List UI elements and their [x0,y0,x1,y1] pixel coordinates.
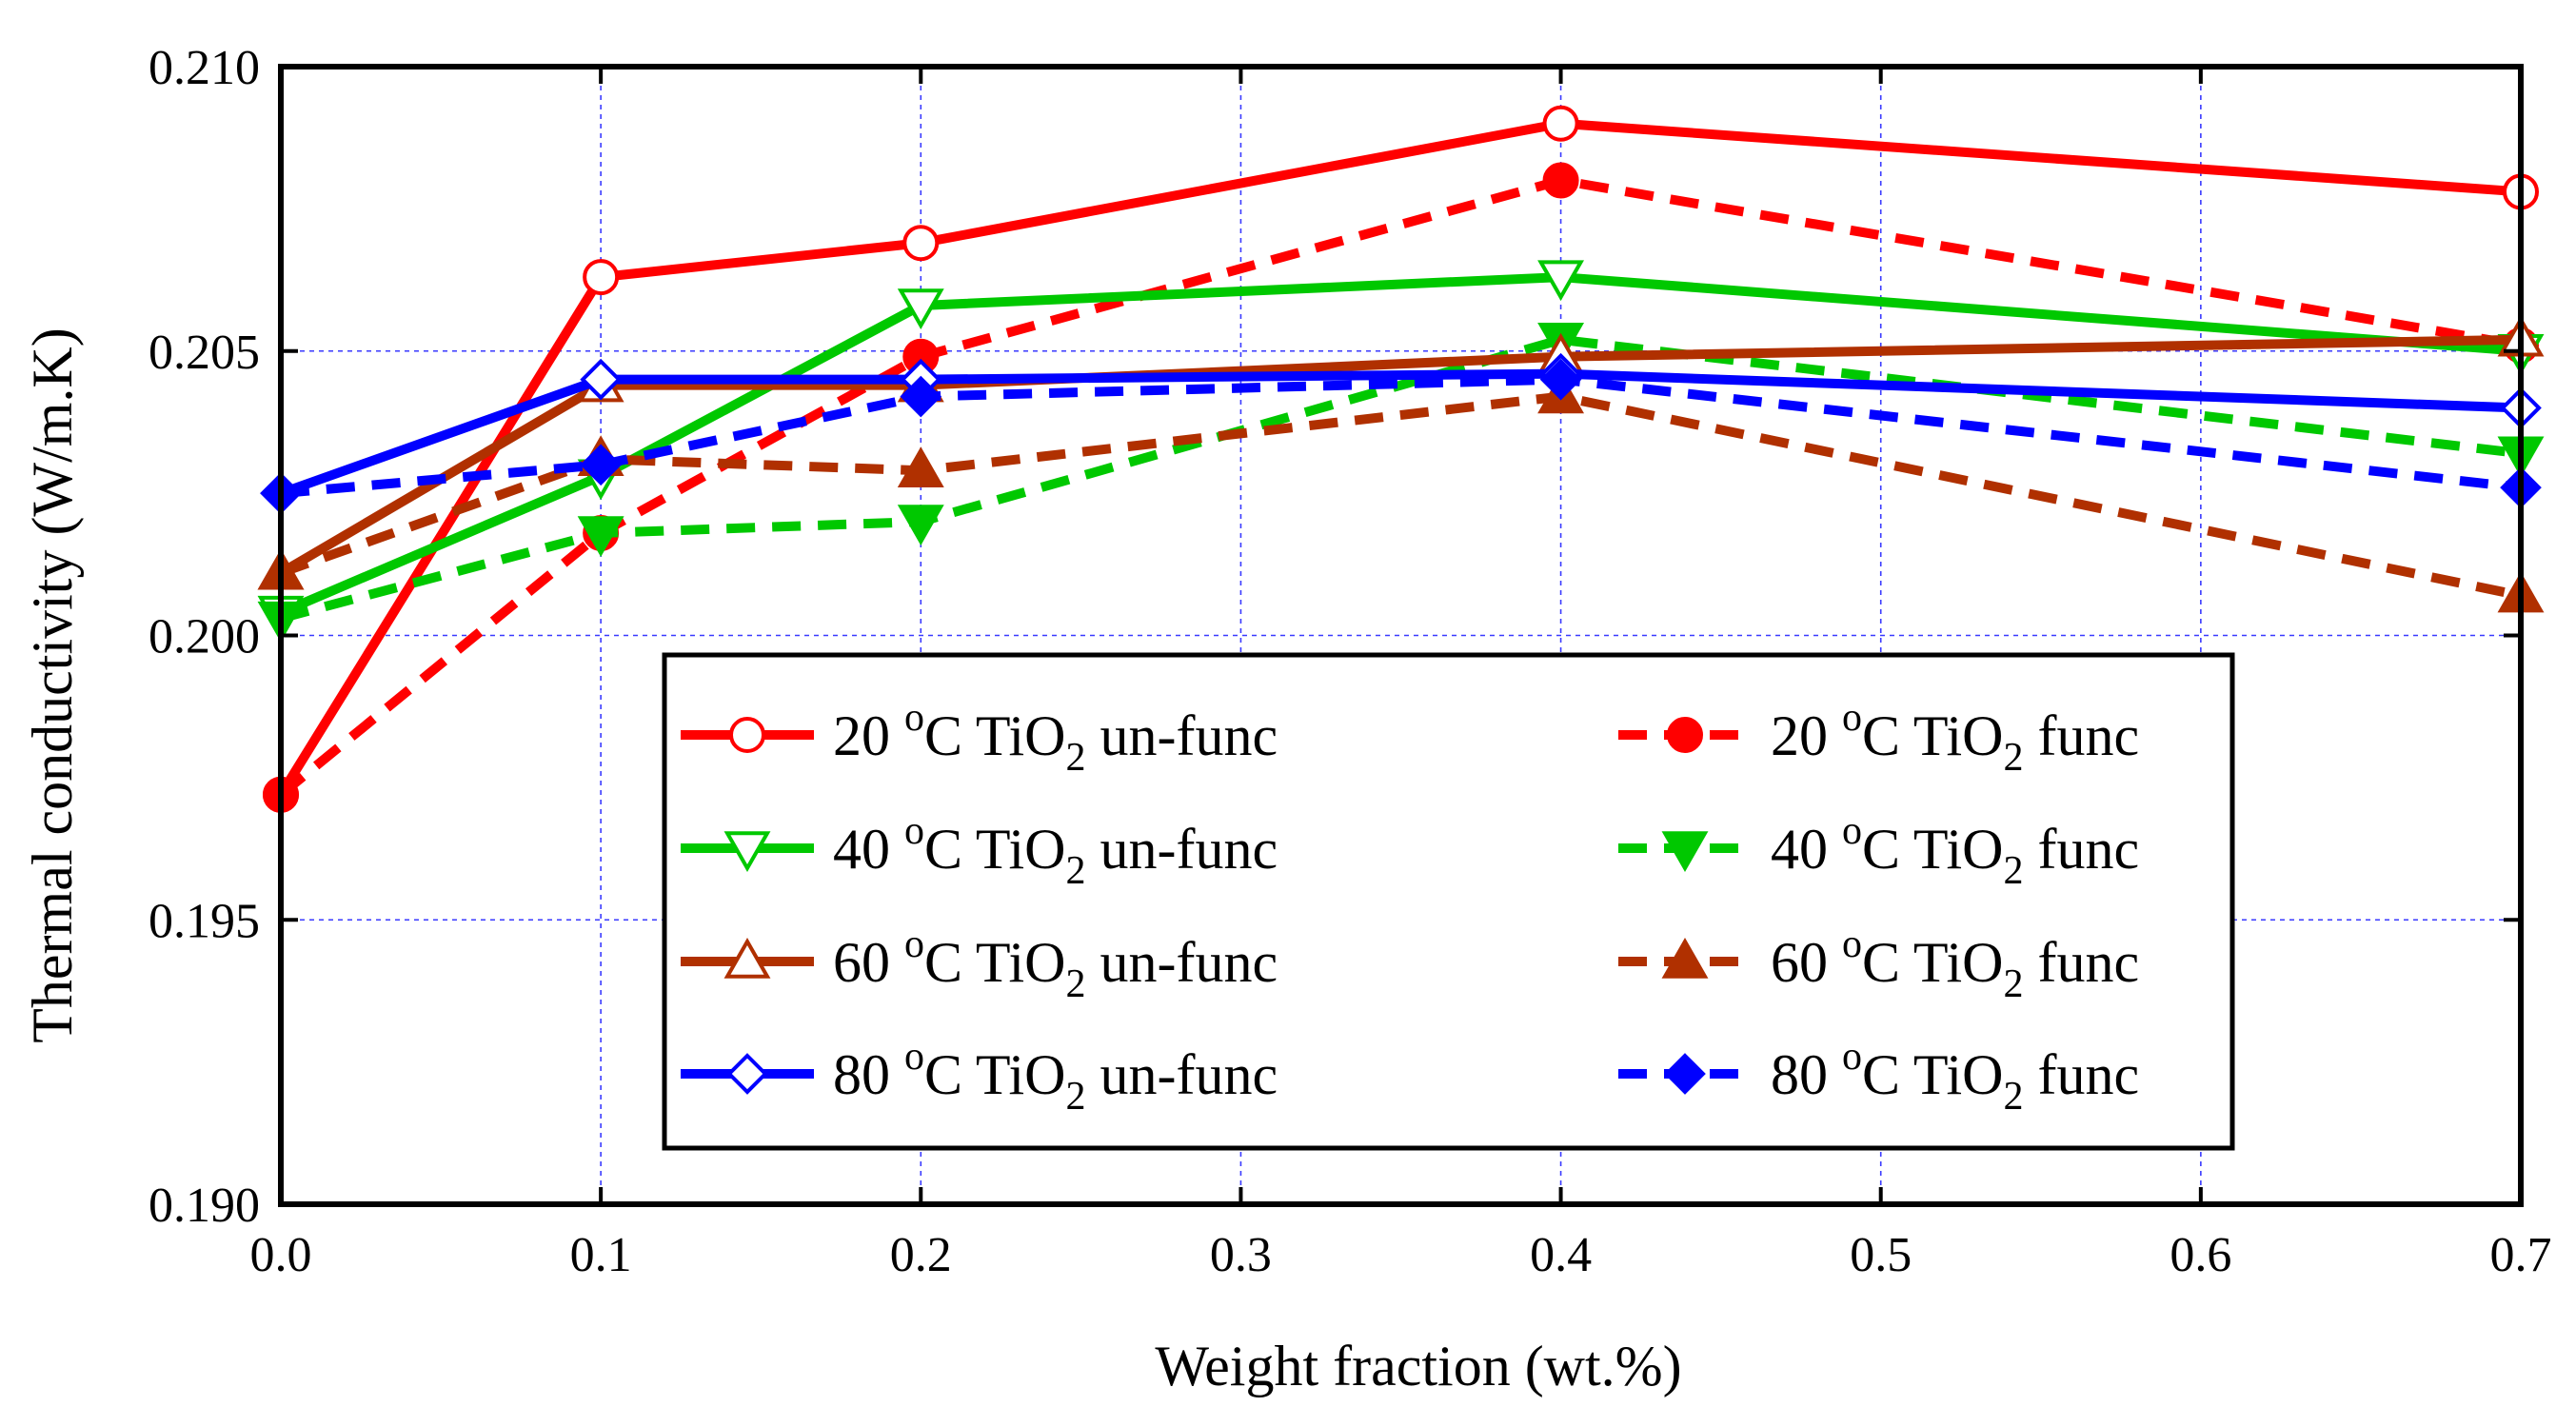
series-line [279,272,2522,618]
data-point [897,288,944,329]
x-axis-title: Weight fraction (wt.%) [1155,1335,1681,1397]
legend-label: 80 oC TiO2 func [1771,1035,2139,1119]
legend-label-part: func [2023,818,2139,881]
legend-marker [726,1053,768,1095]
legend-label: 60 oC TiO2 func [1771,922,2139,1006]
x-tick-label: 0.2 [890,1228,952,1282]
legend-item-80-un-func: 80 oC TiO2 un-func [681,1035,1278,1119]
legend-marker [1664,1053,1706,1095]
legend-label-part: un-func [1085,704,1278,767]
data-point [1542,162,1579,199]
legend-label-part: 2 [2003,736,2023,780]
legend-label-part: func [2023,704,2139,767]
y-tick-label: 0.195 [149,894,260,948]
legend-marker [723,831,771,873]
legend-item-80-func: 80 oC TiO2 func [1618,1035,2139,1119]
legend-label-part: 20 [1771,704,1842,767]
legend-label-part: 80 [1771,1043,1842,1106]
legend-label-part: 2 [2003,849,2023,893]
data-point [580,444,622,486]
legend-label-part: o [1842,696,1862,740]
legend-label: 80 oC TiO2 un-func [833,1035,1278,1119]
legend-label-part: func [2023,931,2139,994]
legend-marker [723,937,771,979]
legend-label-part: 2 [2003,962,2023,1006]
y-tick-label: 0.190 [149,1179,260,1233]
x-tick-label: 0.4 [1530,1228,1592,1282]
legend-label-part: 80 [833,1043,904,1106]
legend-marker [1661,937,1709,979]
axes: 0.0 0.1 0.2 0.3 0.4 0.5 0.6 0.7 0.190 0.195 0.200 0… [149,41,2552,1282]
legend-item-40-func: 40 oC TiO2 func [1618,809,2139,893]
data-point [1542,105,1579,142]
legend-label-part: 40 [1771,818,1842,881]
legend-label: 20 oC TiO2 un-func [833,696,1278,780]
legend-label-part: 60 [833,931,904,994]
legend-label-part: un-func [1085,818,1278,881]
data-point [900,375,942,418]
legend-label-part: 40 [833,818,904,881]
legend-label-part: C TiO [1862,931,2003,994]
legend-label-part: o [904,809,924,853]
legend-label: 60 oC TiO2 un-func [833,922,1278,1006]
y-axis-title: Thermal conductivity (W/m.K) [21,327,84,1042]
legend-item-60-func: 60 oC TiO2 func [1618,922,2139,1006]
legend-label-part: o [1842,809,1862,853]
data-point [897,505,944,546]
legend-label: 20 oC TiO2 func [1771,696,2139,780]
data-point [1539,358,1582,401]
x-tick-label: 0.7 [2490,1228,2552,1282]
y-tick-label: 0.205 [149,326,260,380]
legend-label-part: C TiO [1862,818,2003,881]
legend-label-part: C TiO [1862,704,2003,767]
legend-label-part: un-func [1085,931,1278,994]
data-point [902,225,940,262]
legend-label-part: 2 [1065,1075,1085,1119]
data-point [580,358,622,401]
legend-item-40-un-func: 40 oC TiO2 un-func [681,809,1278,893]
legend-box [662,652,2235,1151]
x-tick-label: 0.6 [2170,1228,2231,1282]
legend-label-part: C TiO [924,931,1065,994]
series-80-func [260,358,2542,514]
legend-marker [729,717,765,753]
legend-item-60-un-func: 60 oC TiO2 un-func [681,922,1278,1006]
legend-label-part: o [904,696,924,740]
x-tick-label: 0.1 [570,1228,632,1282]
legend-label-part: C TiO [924,818,1065,881]
x-tick-label: 0.3 [1210,1228,1272,1282]
legend-marker [1667,717,1703,753]
data-point [583,259,620,296]
legend-label-part: 2 [1065,736,1085,780]
y-tick-label: 0.210 [149,41,260,95]
legend-label-part: un-func [1085,1043,1278,1106]
legend-label-part: func [2023,1043,2139,1106]
legend-marker [1661,831,1709,873]
legend-label-part: C TiO [1862,1043,2003,1106]
legend-item-20-func: 20 oC TiO2 func [1618,696,2139,780]
legend-label-part: o [904,1035,924,1079]
legend-label-part: o [1842,1035,1862,1079]
legend-label-part: 60 [1771,931,1842,994]
data-point [897,446,944,487]
x-tick-label: 0.5 [1850,1228,1912,1282]
y-tick-label: 0.200 [149,610,260,664]
legend-label: 40 oC TiO2 un-func [833,809,1278,893]
legend-label-part: 20 [833,704,904,767]
legend-label-part: o [1842,922,1862,966]
legend-label-part: C TiO [924,704,1065,767]
legend-item-20-un-func: 20 oC TiO2 un-func [681,696,1278,780]
legend-label-part: 2 [1065,962,1085,1006]
legend-label-part: 2 [2003,1075,2023,1119]
x-tick-label: 0.0 [250,1228,312,1282]
legend-label: 40 oC TiO2 func [1771,809,2139,893]
legend-label-part: 2 [1065,849,1085,893]
legend-label-part: C TiO [924,1043,1065,1106]
legend-label-part: o [904,922,924,966]
series-line [279,391,2523,601]
data-point [1537,260,1585,302]
data-point [577,516,624,557]
